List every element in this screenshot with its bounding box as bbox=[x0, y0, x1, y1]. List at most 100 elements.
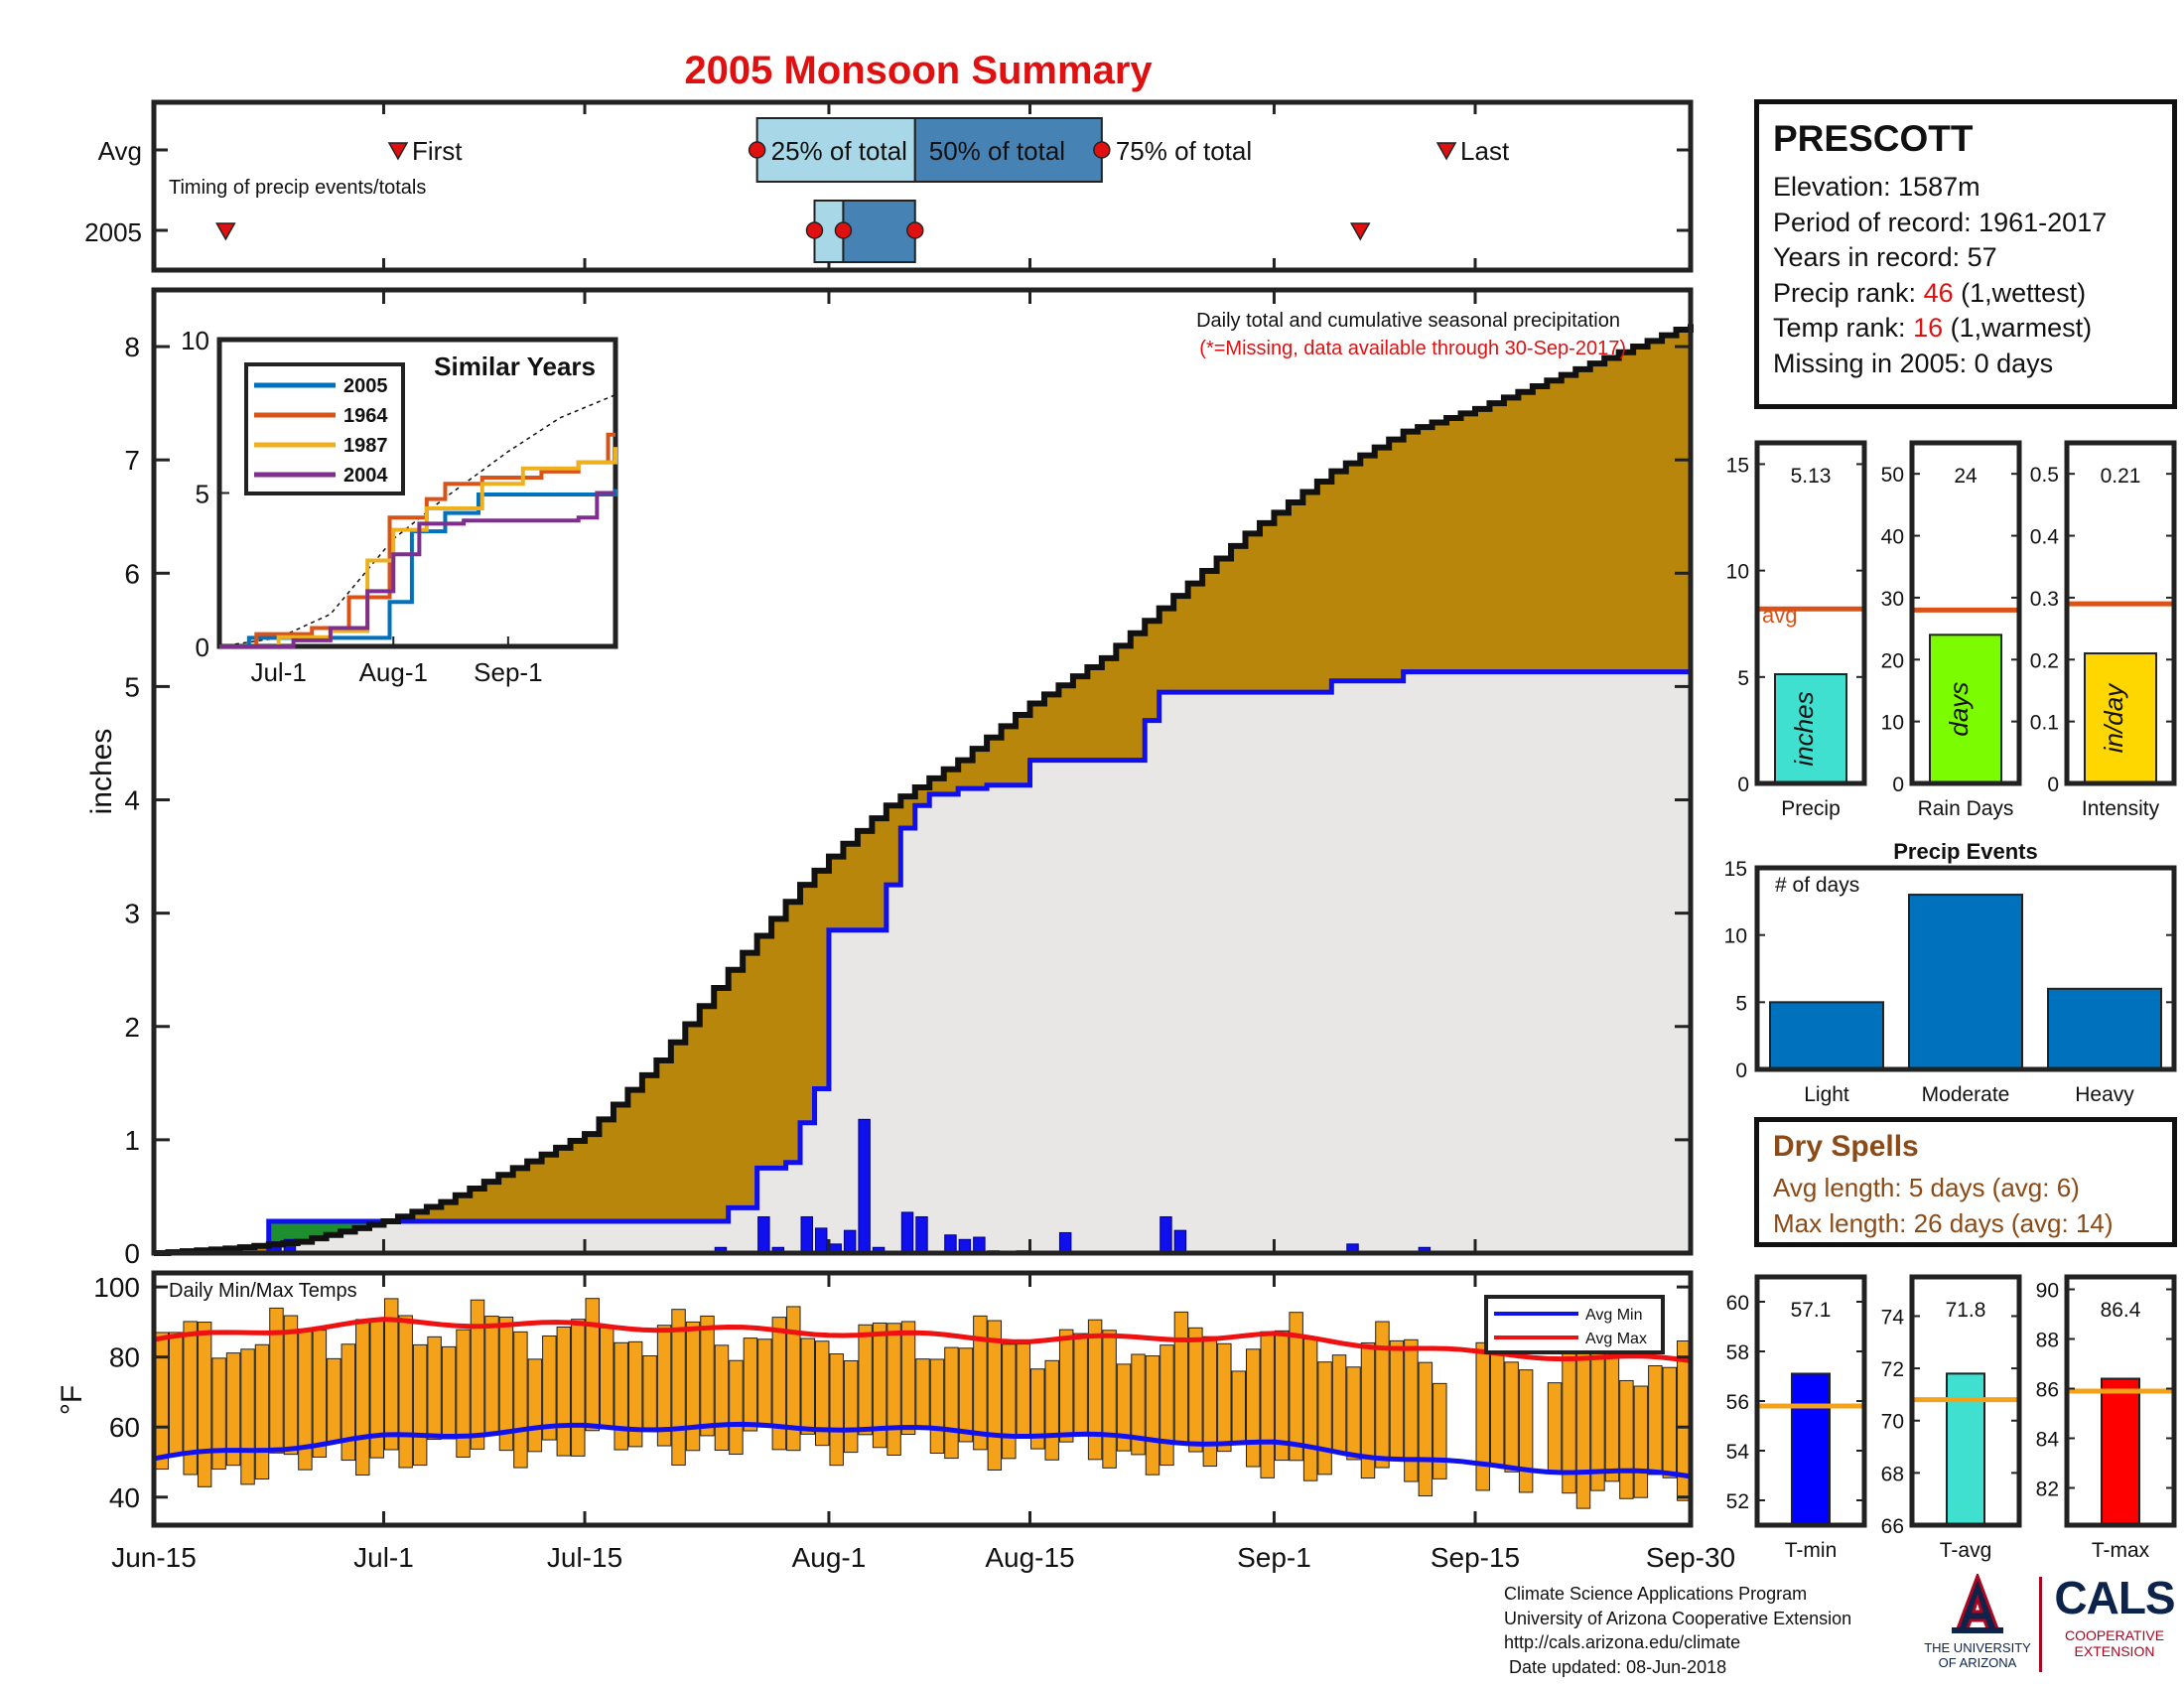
daily-temp-bar bbox=[456, 1329, 471, 1458]
similar-years-title: Similar Years bbox=[434, 352, 596, 381]
daily-temp-bar bbox=[929, 1358, 945, 1455]
daily-temp-bar bbox=[1102, 1330, 1117, 1469]
intensity-y-tick-label: 0.1 bbox=[2030, 712, 2059, 735]
tmax-y-tick-label: 88 bbox=[2036, 1330, 2059, 1352]
daily-temp-bar bbox=[1504, 1361, 1519, 1473]
precip-events-y-tick-label: 15 bbox=[1724, 858, 1747, 881]
similar-x-tick-label: Sep-1 bbox=[474, 657, 542, 687]
temp-y-tick-label: 80 bbox=[109, 1342, 140, 1373]
avg-last-marker bbox=[1435, 142, 1457, 161]
temp-y-tick-label: 60 bbox=[109, 1412, 140, 1443]
precip-rank-prefix: Precip rank: bbox=[1773, 277, 1924, 308]
daily-temp-bar bbox=[843, 1359, 859, 1454]
similar-legend-label: 1987 bbox=[343, 435, 388, 457]
daily-temp-bar bbox=[1202, 1336, 1218, 1468]
missing-label: Missing in 2005: 0 days bbox=[1773, 348, 2054, 378]
daily-temp-bar bbox=[887, 1323, 901, 1456]
avg-q75-marker bbox=[1093, 141, 1111, 159]
daily-temp-bar bbox=[542, 1335, 557, 1441]
daily-temp-bar bbox=[1317, 1361, 1332, 1476]
year-q75-marker bbox=[906, 221, 924, 239]
dry-spells-avg-length: Avg length: 5 days (avg: 6) bbox=[1773, 1173, 2080, 1202]
precip-events-bar bbox=[1769, 1001, 1884, 1070]
daily-precip-bar bbox=[800, 1215, 813, 1254]
intensity-value-label: 0.21 bbox=[2101, 465, 2141, 488]
daily-temp-bar bbox=[1188, 1327, 1203, 1453]
daily-temp-bar bbox=[729, 1359, 744, 1456]
precip-events-y-tick-label: 5 bbox=[1735, 992, 1747, 1015]
daily-temp-bar bbox=[958, 1347, 974, 1443]
intensity-bar-label: in/day bbox=[2099, 682, 2128, 753]
daily-temp-bar bbox=[1289, 1312, 1303, 1462]
daily-precip-bar bbox=[944, 1234, 957, 1254]
tmin-bar bbox=[1791, 1372, 1831, 1526]
daily-temp-bar bbox=[1619, 1379, 1634, 1499]
year-q25-marker bbox=[805, 221, 824, 239]
daily-temp-bar bbox=[498, 1317, 514, 1452]
temp-panel-title: Daily Min/Max Temps bbox=[169, 1280, 357, 1302]
tavg-y-tick-label: 66 bbox=[1881, 1515, 1904, 1538]
rain_days-panel-frame bbox=[1909, 440, 2022, 786]
similar-x-tick-label: Aug-1 bbox=[359, 657, 428, 687]
similar-y-tick-label: 5 bbox=[196, 480, 209, 509]
precip_total-y-tick-label: 15 bbox=[1726, 454, 1749, 477]
daily-temp-bar bbox=[1475, 1341, 1490, 1491]
main-missing-note: (*=Missing, data available through 30-Se… bbox=[1199, 338, 1626, 359]
daily-temp-bar bbox=[484, 1316, 499, 1435]
cals-logo: CALS COOPERATIVE EXTENSION bbox=[2045, 1572, 2184, 1681]
precip-events-frame bbox=[1754, 865, 2177, 1072]
main-y-tick-label: 7 bbox=[124, 445, 140, 476]
main-annotation: Daily total and cumulative seasonal prec… bbox=[1196, 310, 1620, 332]
timing-label-last: Last bbox=[1460, 136, 1510, 166]
x-tick-label: Sep-1 bbox=[1237, 1542, 1311, 1573]
intensity-y-tick-label: 0 bbox=[2047, 774, 2059, 796]
daily-temp-bar bbox=[1662, 1366, 1678, 1478]
avg-min-temp-line bbox=[153, 1421, 1692, 1479]
tavg-value-label: 71.8 bbox=[1946, 1299, 1986, 1322]
daily-temp-bar bbox=[154, 1332, 169, 1471]
daily-temp-bar bbox=[412, 1343, 428, 1467]
precip_total-y-tick-label: 0 bbox=[1737, 774, 1749, 796]
timing-label-50pct: 50% of total bbox=[929, 136, 1065, 166]
similar-legend-label: 1964 bbox=[343, 405, 388, 427]
daily-temp-bar bbox=[642, 1354, 657, 1432]
daily-temp-bar bbox=[1389, 1339, 1405, 1460]
tavg-y-tick-label: 68 bbox=[1881, 1463, 1904, 1485]
daily-temp-bar bbox=[556, 1326, 572, 1457]
temp-y-axis-label: °F bbox=[56, 1385, 88, 1415]
arizona-a-icon bbox=[1952, 1571, 2003, 1633]
year-first-marker bbox=[215, 222, 236, 241]
dry-spells-max-length: Max length: 26 days (avg: 14) bbox=[1773, 1208, 2114, 1238]
daily-temp-bar bbox=[771, 1317, 787, 1451]
temp-plot-frame bbox=[151, 1270, 1694, 1528]
x-tick-label: Aug-15 bbox=[985, 1542, 1074, 1573]
avg-max-temp-line bbox=[153, 1317, 1692, 1363]
daily-temp-bar bbox=[1030, 1368, 1045, 1450]
intensity-y-tick-label: 0.3 bbox=[2030, 588, 2059, 611]
rain_days-y-tick-label: 0 bbox=[1892, 774, 1904, 796]
avg-cumulative-line bbox=[154, 324, 1694, 1256]
daily-temp-bar bbox=[599, 1327, 614, 1430]
tavg-y-tick-label: 72 bbox=[1881, 1358, 1904, 1381]
rain_days-bar bbox=[1929, 633, 2002, 784]
x-tick-label: Jul-15 bbox=[547, 1542, 622, 1573]
daily-temp-bar bbox=[829, 1353, 844, 1467]
daily-temp-bar bbox=[211, 1357, 226, 1471]
main-y-tick-label: 8 bbox=[124, 332, 140, 362]
ua-line-1: THE UNIVERSITY bbox=[1924, 1640, 2031, 1655]
precip-rank-value: 46 bbox=[1923, 277, 1954, 308]
daily-temp-bar bbox=[1217, 1342, 1232, 1453]
timing-subtitle: Timing of precip events/totals bbox=[169, 177, 426, 199]
main-y-tick-label: 2 bbox=[124, 1012, 140, 1043]
daily-temp-bar bbox=[240, 1348, 255, 1485]
daily-temp-bar bbox=[1087, 1319, 1103, 1461]
year-cumulative-area bbox=[154, 671, 1691, 1253]
daily-temp-bar bbox=[900, 1321, 916, 1436]
daily-temp-bar bbox=[1346, 1366, 1361, 1461]
daily-temp-bar bbox=[1433, 1382, 1447, 1479]
avg-q50-q75-box bbox=[913, 117, 1103, 183]
precip-rank-suffix: (1,wettest) bbox=[1953, 277, 2087, 308]
similar-y-tick-label: 10 bbox=[181, 326, 209, 355]
intensity-y-tick-label: 0.5 bbox=[2030, 464, 2059, 487]
daily-temp-bar bbox=[814, 1340, 830, 1447]
